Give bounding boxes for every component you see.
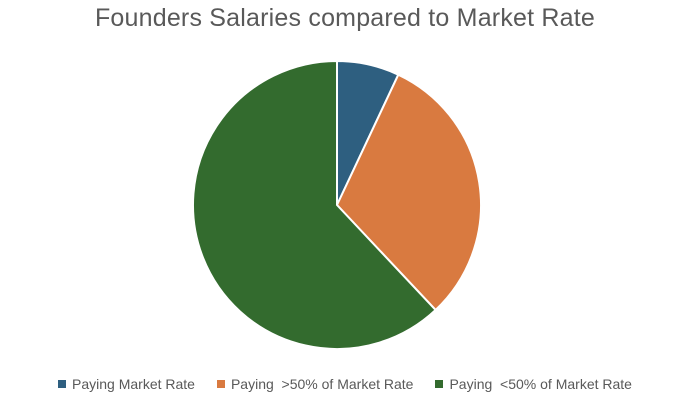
legend-swatch-above-50	[216, 380, 225, 388]
legend-label-below-50: Paying <50% of Market Rate	[449, 376, 632, 392]
legend-item-market-rate: Paying Market Rate	[58, 376, 195, 392]
legend-swatch-market-rate	[58, 380, 67, 388]
pie-slice-above-50	[336, 73, 482, 311]
legend: Paying Market Rate Paying >50% of Market…	[0, 376, 690, 392]
legend-item-above-50: Paying >50% of Market Rate	[216, 376, 414, 392]
legend-label-market-rate: Paying Market Rate	[72, 376, 195, 392]
legend-swatch-below-50	[435, 380, 444, 388]
pie-slice-below-50	[191, 60, 437, 350]
legend-item-below-50: Paying <50% of Market Rate	[435, 376, 632, 392]
legend-label-above-50: Paying >50% of Market Rate	[230, 376, 414, 392]
chart-title: Founders Salaries compared to Market Rat…	[94, 4, 596, 32]
